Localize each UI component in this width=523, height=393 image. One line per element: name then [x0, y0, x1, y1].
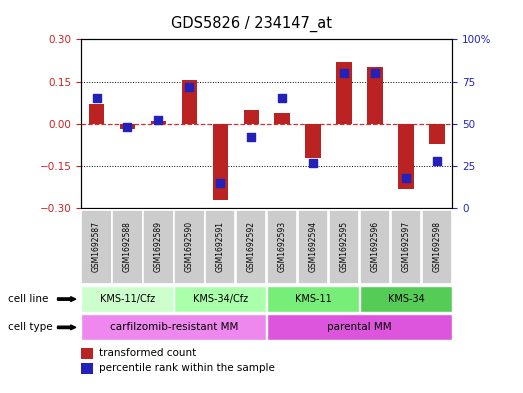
Bar — [143, 210, 174, 284]
Bar — [205, 210, 235, 284]
Bar — [82, 286, 174, 312]
Point — [154, 117, 163, 123]
Text: GSM1692589: GSM1692589 — [154, 221, 163, 272]
Point — [309, 160, 317, 166]
Bar — [360, 210, 390, 284]
Bar — [267, 210, 298, 284]
Text: GDS5826 / 234147_at: GDS5826 / 234147_at — [170, 16, 332, 32]
Bar — [267, 314, 452, 340]
Bar — [298, 210, 328, 284]
Point — [93, 95, 101, 101]
Point — [123, 124, 132, 130]
Text: cell type: cell type — [8, 322, 52, 332]
Text: transformed count: transformed count — [99, 349, 196, 358]
Text: percentile rank within the sample: percentile rank within the sample — [99, 364, 275, 373]
Text: GSM1692597: GSM1692597 — [402, 221, 411, 272]
Point — [185, 83, 194, 90]
Bar — [82, 314, 266, 340]
Text: GSM1692598: GSM1692598 — [433, 221, 441, 272]
Bar — [391, 210, 421, 284]
Bar — [429, 124, 445, 143]
Bar — [236, 210, 266, 284]
Text: GSM1692590: GSM1692590 — [185, 221, 194, 272]
Text: carfilzomib-resistant MM: carfilzomib-resistant MM — [110, 322, 238, 332]
Text: KMS-11: KMS-11 — [295, 294, 332, 304]
Point — [433, 158, 441, 164]
Bar — [360, 286, 452, 312]
Bar — [267, 286, 359, 312]
Bar — [398, 124, 414, 189]
Bar — [151, 121, 166, 124]
Text: GSM1692591: GSM1692591 — [216, 221, 225, 272]
Text: cell line: cell line — [8, 294, 48, 304]
Text: GSM1692592: GSM1692592 — [247, 221, 256, 272]
Text: KMS-34/Cfz: KMS-34/Cfz — [193, 294, 248, 304]
Bar — [275, 112, 290, 124]
Text: GSM1692593: GSM1692593 — [278, 221, 287, 272]
Bar — [120, 124, 135, 129]
Point — [402, 175, 410, 181]
Bar — [244, 110, 259, 124]
Point — [278, 95, 287, 101]
Point — [216, 180, 224, 186]
Text: parental MM: parental MM — [327, 322, 392, 332]
Text: KMS-34: KMS-34 — [388, 294, 424, 304]
Text: GSM1692595: GSM1692595 — [339, 221, 349, 272]
Bar — [174, 210, 204, 284]
Bar — [422, 210, 452, 284]
Bar — [112, 210, 143, 284]
Text: GSM1692596: GSM1692596 — [370, 221, 380, 272]
Bar — [305, 124, 321, 158]
Bar — [82, 210, 112, 284]
Point — [371, 70, 379, 76]
Text: KMS-11/Cfz: KMS-11/Cfz — [100, 294, 155, 304]
Bar — [336, 62, 352, 124]
Text: GSM1692588: GSM1692588 — [123, 221, 132, 272]
Bar — [89, 104, 104, 124]
Point — [340, 70, 348, 76]
Text: GSM1692587: GSM1692587 — [92, 221, 101, 272]
Point — [247, 134, 255, 140]
Bar — [212, 124, 228, 200]
Text: GSM1692594: GSM1692594 — [309, 221, 317, 272]
Bar — [181, 80, 197, 124]
Bar — [174, 286, 266, 312]
Bar — [367, 68, 383, 124]
Bar — [329, 210, 359, 284]
